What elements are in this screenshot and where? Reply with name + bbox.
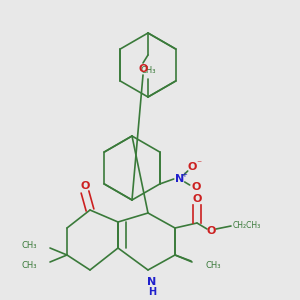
Text: CH₃: CH₃: [205, 260, 220, 269]
Text: CH₃: CH₃: [22, 260, 37, 269]
Text: CH₃: CH₃: [140, 66, 156, 75]
Text: N: N: [175, 174, 184, 184]
Text: O: O: [191, 182, 200, 192]
Text: O: O: [187, 162, 196, 172]
Text: N: N: [147, 277, 157, 287]
Text: O: O: [192, 194, 202, 204]
Text: CH₃: CH₃: [22, 241, 37, 250]
Text: CH₂CH₃: CH₂CH₃: [233, 221, 261, 230]
Text: O: O: [80, 181, 90, 191]
Text: H: H: [148, 287, 156, 297]
Text: ⁻: ⁻: [196, 159, 201, 169]
Text: +: +: [182, 172, 188, 178]
Text: O: O: [206, 226, 216, 236]
Text: O: O: [138, 64, 148, 74]
